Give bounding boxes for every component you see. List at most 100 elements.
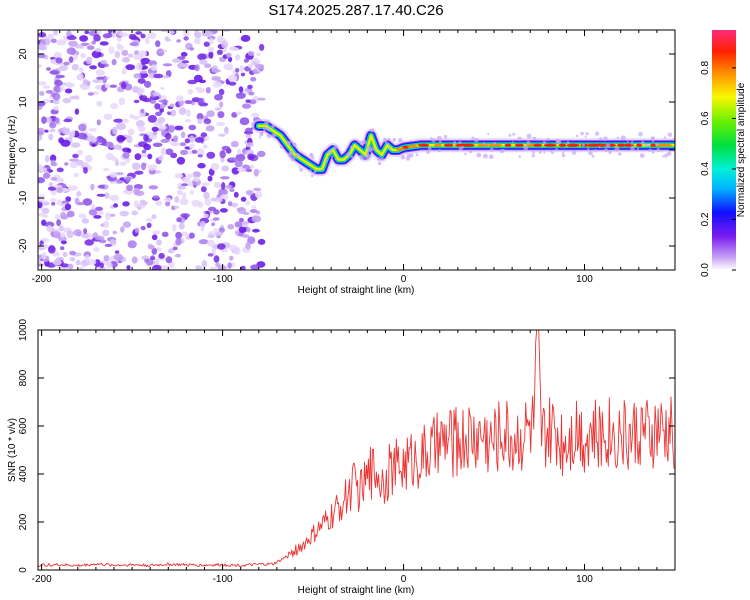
- noise-blob: [112, 230, 117, 235]
- noise-blob: [194, 64, 200, 72]
- noise-blob: [56, 167, 64, 173]
- ridge-speck: [531, 154, 535, 158]
- noise-blob: [151, 264, 162, 270]
- noise-blob: [86, 259, 97, 266]
- noise-blob: [64, 203, 72, 211]
- colorbar-gradient: [712, 30, 736, 270]
- ridge-speck: [458, 141, 462, 145]
- noise-blob: [68, 56, 74, 63]
- noise-blob: [140, 201, 148, 206]
- ridge-speck: [543, 151, 546, 154]
- noise-blob: [59, 225, 64, 232]
- noise-blob: [135, 62, 143, 71]
- noise-blob: [258, 43, 265, 51]
- ridge-peak: [395, 147, 404, 151]
- ridge-speck: [663, 136, 667, 139]
- noise-blob: [53, 51, 62, 60]
- noise-blob: [93, 34, 101, 42]
- ridge-peak: [514, 143, 524, 147]
- noise-blob: [227, 262, 232, 269]
- ridge-speck: [603, 136, 608, 141]
- snr-frame: [37, 329, 676, 571]
- ridge-peak: [616, 143, 626, 147]
- noise-blob: [216, 121, 226, 127]
- noise-blob: [113, 118, 124, 123]
- noise-blob: [64, 162, 69, 166]
- ridge-speck: [476, 152, 482, 158]
- noise-blob: [218, 188, 228, 197]
- ridge-speck: [638, 132, 643, 137]
- ridge-speck: [511, 141, 514, 144]
- noise-blob: [221, 165, 230, 172]
- noise-blob: [245, 241, 251, 250]
- noise-blob: [75, 259, 81, 266]
- noise-blob: [126, 184, 133, 191]
- ridge-speck: [369, 128, 375, 133]
- noise-blob: [62, 126, 67, 135]
- ridge-speck: [616, 136, 619, 140]
- ridge-speck: [357, 140, 360, 143]
- noise-blob: [180, 231, 189, 237]
- noise-blob: [152, 142, 163, 147]
- noise-blob: [199, 59, 208, 65]
- noise-blob: [77, 149, 83, 156]
- noise-blob: [152, 195, 160, 199]
- ridge-speck: [488, 154, 494, 160]
- noise-blob: [257, 97, 266, 101]
- noise-blob: [121, 68, 127, 75]
- noise-blob: [126, 265, 131, 270]
- noise-blob: [210, 197, 218, 202]
- ridge-speck: [614, 146, 620, 152]
- noise-blob: [60, 240, 67, 245]
- noise-blob: [176, 95, 184, 102]
- noise-blob: [73, 172, 80, 178]
- ridge-speck: [362, 139, 367, 145]
- ridge-speck: [571, 150, 577, 155]
- ridge-speck: [264, 120, 269, 126]
- ridge-peak: [488, 143, 503, 147]
- noise-blob: [54, 214, 60, 220]
- ridge-speck: [618, 152, 622, 156]
- noise-blob: [69, 250, 76, 256]
- ridge-speck: [666, 151, 672, 156]
- noise-blob: [56, 199, 62, 206]
- ridge-speck: [645, 143, 649, 147]
- noise-blob: [229, 188, 235, 192]
- ridge-speck: [664, 153, 668, 158]
- noise-blob: [133, 54, 143, 60]
- noise-blob: [133, 50, 140, 56]
- noise-blob: [81, 218, 90, 224]
- noise-blob: [152, 230, 161, 235]
- noise-blob: [234, 55, 241, 61]
- noise-blob: [111, 58, 117, 66]
- noise-blob: [203, 118, 212, 125]
- noise-blob: [97, 184, 106, 189]
- noise-blob: [73, 54, 78, 61]
- noise-blob: [60, 139, 71, 147]
- noise-blob: [54, 117, 60, 124]
- snr-ytick-label: 0: [18, 567, 29, 573]
- noise-blob: [87, 92, 94, 96]
- noise-blob: [41, 207, 50, 214]
- noise-blob: [119, 210, 129, 217]
- noise-blob: [191, 199, 201, 207]
- ridge-peak: [533, 143, 543, 147]
- noise-blob: [184, 146, 190, 150]
- noise-blob: [197, 98, 204, 106]
- noise-blob: [71, 129, 76, 137]
- noise-blob: [196, 148, 205, 156]
- noise-blob: [245, 142, 254, 148]
- noise-blob: [247, 84, 253, 89]
- noise-blob: [199, 220, 206, 228]
- noise-blob: [46, 225, 53, 232]
- noise-blob: [80, 52, 86, 59]
- noise-blob: [176, 217, 182, 223]
- noise-blob: [66, 230, 74, 239]
- noise-blob: [78, 123, 87, 132]
- ridge-speck: [551, 151, 554, 155]
- noise-blob: [114, 250, 120, 254]
- noise-blob: [148, 185, 158, 190]
- noise-blob: [50, 38, 57, 44]
- noise-blob: [251, 112, 260, 118]
- noise-blob: [172, 224, 177, 232]
